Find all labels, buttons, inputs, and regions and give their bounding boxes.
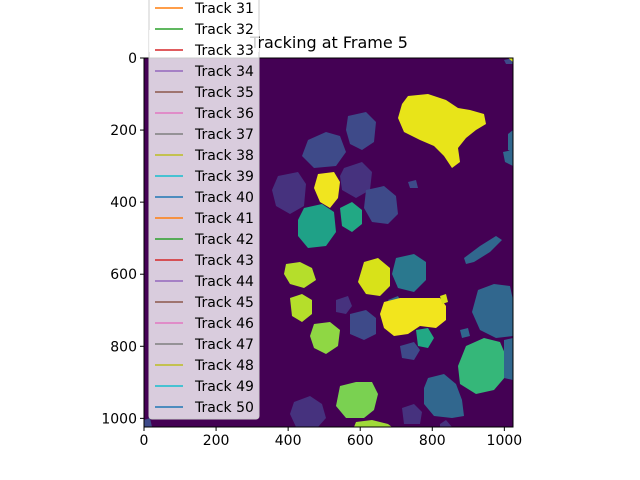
legend: Track 31 Track 34 Track 35 Track 36 Track 37… xyxy=(148,0,260,420)
cell-blob xyxy=(472,284,513,338)
x-tick-label: 200 xyxy=(203,433,230,449)
cell-blob xyxy=(346,112,376,150)
cell-blob xyxy=(284,262,316,288)
cell-blob xyxy=(460,328,470,338)
legend-label: Track 44 xyxy=(194,274,254,290)
legend-label: Track 42 xyxy=(194,232,254,248)
cell-blob xyxy=(508,130,513,152)
legend-label: Track 34 xyxy=(194,64,254,80)
x-tick-label: 600 xyxy=(347,433,374,449)
x-tick-label: 1000 xyxy=(487,433,523,449)
legend-label: Track 47 xyxy=(194,337,254,353)
legend-label: Track 32 xyxy=(194,22,254,38)
legend-label: Track 37 xyxy=(194,127,254,143)
chart-title: Tracking at Frame 5 xyxy=(249,33,408,52)
cell-blob xyxy=(402,404,422,424)
legend-label: Track 50 xyxy=(194,400,254,416)
legend-label: Track 39 xyxy=(194,169,254,185)
cell-blob xyxy=(416,328,434,348)
axes-frame xyxy=(143,57,514,428)
cell-blob xyxy=(503,150,513,166)
y-tick-label: 200 xyxy=(110,123,137,139)
x-axis: 0 200 400 600 800 1000 xyxy=(140,427,523,449)
cell-blob xyxy=(398,94,486,168)
cell-blob xyxy=(508,58,513,62)
legend-label: Track 31 xyxy=(194,1,254,17)
cell-blob xyxy=(272,172,306,214)
cell-blob xyxy=(504,338,513,380)
legend-box xyxy=(148,0,260,420)
cell-blob xyxy=(440,294,448,304)
cell-blob xyxy=(380,298,446,336)
cell-blob xyxy=(440,420,452,427)
cell-blob xyxy=(350,310,376,340)
y-tick-label: 400 xyxy=(110,195,137,211)
cell-blob xyxy=(314,172,340,208)
y-axis: 0 200 400 600 800 1000 xyxy=(101,51,144,427)
cell-blob xyxy=(392,254,426,292)
legend-label: Track 43 xyxy=(194,253,254,269)
cell-blob xyxy=(340,162,372,198)
cell-blob xyxy=(302,132,346,168)
cell-blob xyxy=(290,396,326,427)
cell-blob xyxy=(424,374,464,418)
legend-label: Track 45 xyxy=(194,295,254,311)
y-tick-label: 0 xyxy=(128,51,137,67)
cell-blob xyxy=(144,418,152,427)
legend-label: Track 33 xyxy=(194,43,254,59)
cell-blob xyxy=(400,342,420,360)
cell-blob xyxy=(354,420,392,427)
legend-label: Track 49 xyxy=(194,379,254,395)
legend-label: Track 38 xyxy=(194,148,254,164)
x-tick-label: 800 xyxy=(419,433,446,449)
legend-label: Track 46 xyxy=(194,316,254,332)
cell-blob xyxy=(358,258,390,296)
cell-blob xyxy=(458,338,506,394)
cell-blob xyxy=(336,382,378,418)
x-tick-label: 0 xyxy=(140,433,149,449)
cell-blob xyxy=(364,186,398,224)
x-tick-label: 400 xyxy=(275,433,302,449)
legend-label: Track 40 xyxy=(194,190,254,206)
cell-blob xyxy=(340,202,362,232)
y-tick-label: 1000 xyxy=(101,411,137,427)
cell-blob xyxy=(290,294,312,322)
legend-label: Track 36 xyxy=(194,106,254,122)
legend-label: Track 48 xyxy=(194,358,254,374)
cell-blob xyxy=(310,322,340,354)
cell-blob xyxy=(408,180,418,188)
cell-blob xyxy=(336,296,352,314)
legend-overlap xyxy=(149,30,259,52)
y-tick-label: 600 xyxy=(110,267,137,283)
cell-blob xyxy=(464,236,502,264)
legend-label: Track 35 xyxy=(194,85,254,101)
legend-label: Track 41 xyxy=(194,211,254,227)
cell-blob xyxy=(298,204,336,248)
y-tick-label: 800 xyxy=(110,339,137,355)
